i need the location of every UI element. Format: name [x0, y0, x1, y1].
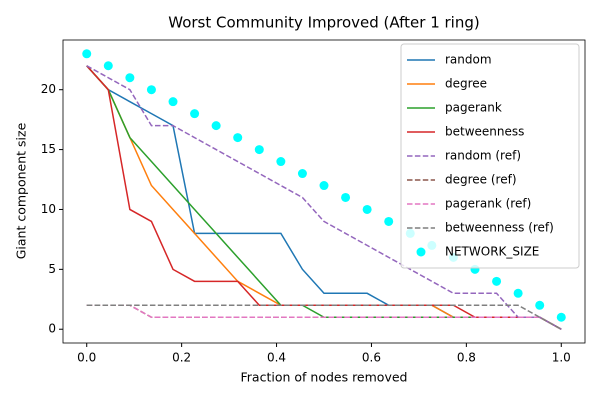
- legend-label: pagerank (ref): [445, 197, 531, 211]
- legend-label: betweenness: [445, 125, 524, 139]
- point: [492, 276, 502, 286]
- x-tick-label: 1.0: [552, 351, 571, 365]
- legend-label: pagerank: [445, 101, 502, 115]
- point: [190, 109, 200, 119]
- point: [297, 169, 307, 179]
- series-line: [86, 304, 562, 330]
- point: [254, 145, 264, 155]
- point: [556, 312, 566, 322]
- point: [535, 300, 545, 310]
- y-tick-label: 0: [48, 322, 56, 336]
- y-tick-label: 20: [41, 82, 56, 96]
- legend-label: degree (ref): [445, 173, 517, 187]
- y-tick-label: 5: [48, 262, 56, 276]
- legend-label: random: [445, 53, 492, 67]
- point: [146, 85, 156, 95]
- chart-title: Worst Community Improved (After 1 ring): [168, 14, 479, 32]
- x-tick-label: 0.6: [362, 351, 381, 365]
- point: [384, 216, 394, 226]
- legend-label: random (ref): [445, 149, 521, 163]
- point: [103, 61, 113, 71]
- y-tick-label: 10: [41, 202, 56, 216]
- point: [125, 73, 135, 83]
- x-tick-label: 0.2: [172, 351, 191, 365]
- x-tick-label: 0.4: [267, 351, 286, 365]
- x-axis-label: Fraction of nodes removed: [241, 370, 408, 385]
- y-axis-label: Giant component size: [14, 122, 29, 259]
- legend-label: betweenness (ref): [445, 221, 554, 235]
- legend-label: degree: [445, 77, 487, 91]
- point: [319, 181, 329, 191]
- point: [362, 204, 372, 214]
- series-line: [86, 65, 562, 330]
- legend-marker: [416, 247, 426, 257]
- point: [341, 192, 351, 202]
- point: [211, 121, 221, 131]
- point: [276, 157, 286, 167]
- point: [513, 288, 523, 298]
- y-tick-label: 15: [41, 142, 56, 156]
- point: [82, 49, 92, 59]
- point: [168, 97, 178, 107]
- legend-box: [400, 43, 580, 269]
- x-tick-label: 0.0: [77, 351, 96, 365]
- plot-frame: [62, 39, 586, 344]
- x-tick-label: 0.8: [457, 351, 476, 365]
- legend-label: NETWORK_SIZE: [445, 245, 539, 259]
- series-line: [86, 304, 562, 330]
- point: [233, 133, 243, 143]
